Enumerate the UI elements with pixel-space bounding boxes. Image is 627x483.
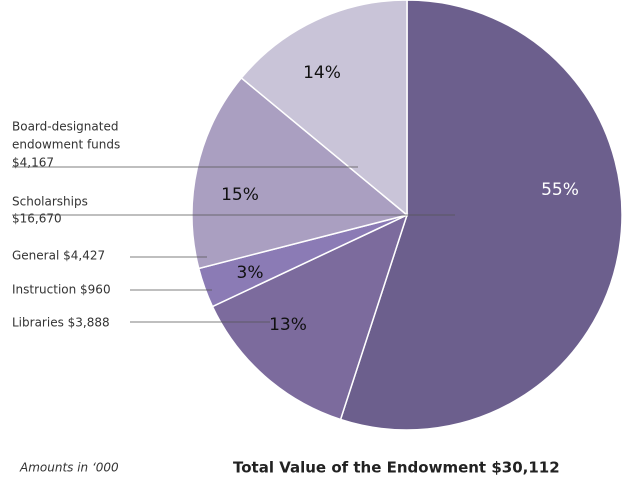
category-label: endowment funds (12, 138, 120, 152)
category-label: Board-designated (12, 120, 118, 134)
percent-label: 14% (303, 63, 341, 83)
category-label: General $4,427 (12, 249, 105, 263)
percent-label: 15% (221, 185, 259, 205)
category-label: $4,167 (12, 156, 54, 170)
percent-label: 13% (269, 315, 307, 335)
pie-slice (191, 76, 409, 270)
pie-slice (211, 213, 409, 421)
note: Amounts in ‘000 (19, 461, 119, 475)
percent-label: 3% (237, 263, 264, 283)
total: Total Value of the Endowment $30,112 (233, 459, 560, 477)
percent-label: 55% (541, 180, 579, 200)
category-label: Scholarships (12, 195, 88, 209)
category-label: Instruction $960 (12, 283, 111, 297)
pie-slice (339, 0, 623, 431)
category-label: Libraries $3,888 (12, 316, 110, 330)
category-label: $16,670 (12, 212, 62, 226)
pie-slice (240, 0, 408, 217)
